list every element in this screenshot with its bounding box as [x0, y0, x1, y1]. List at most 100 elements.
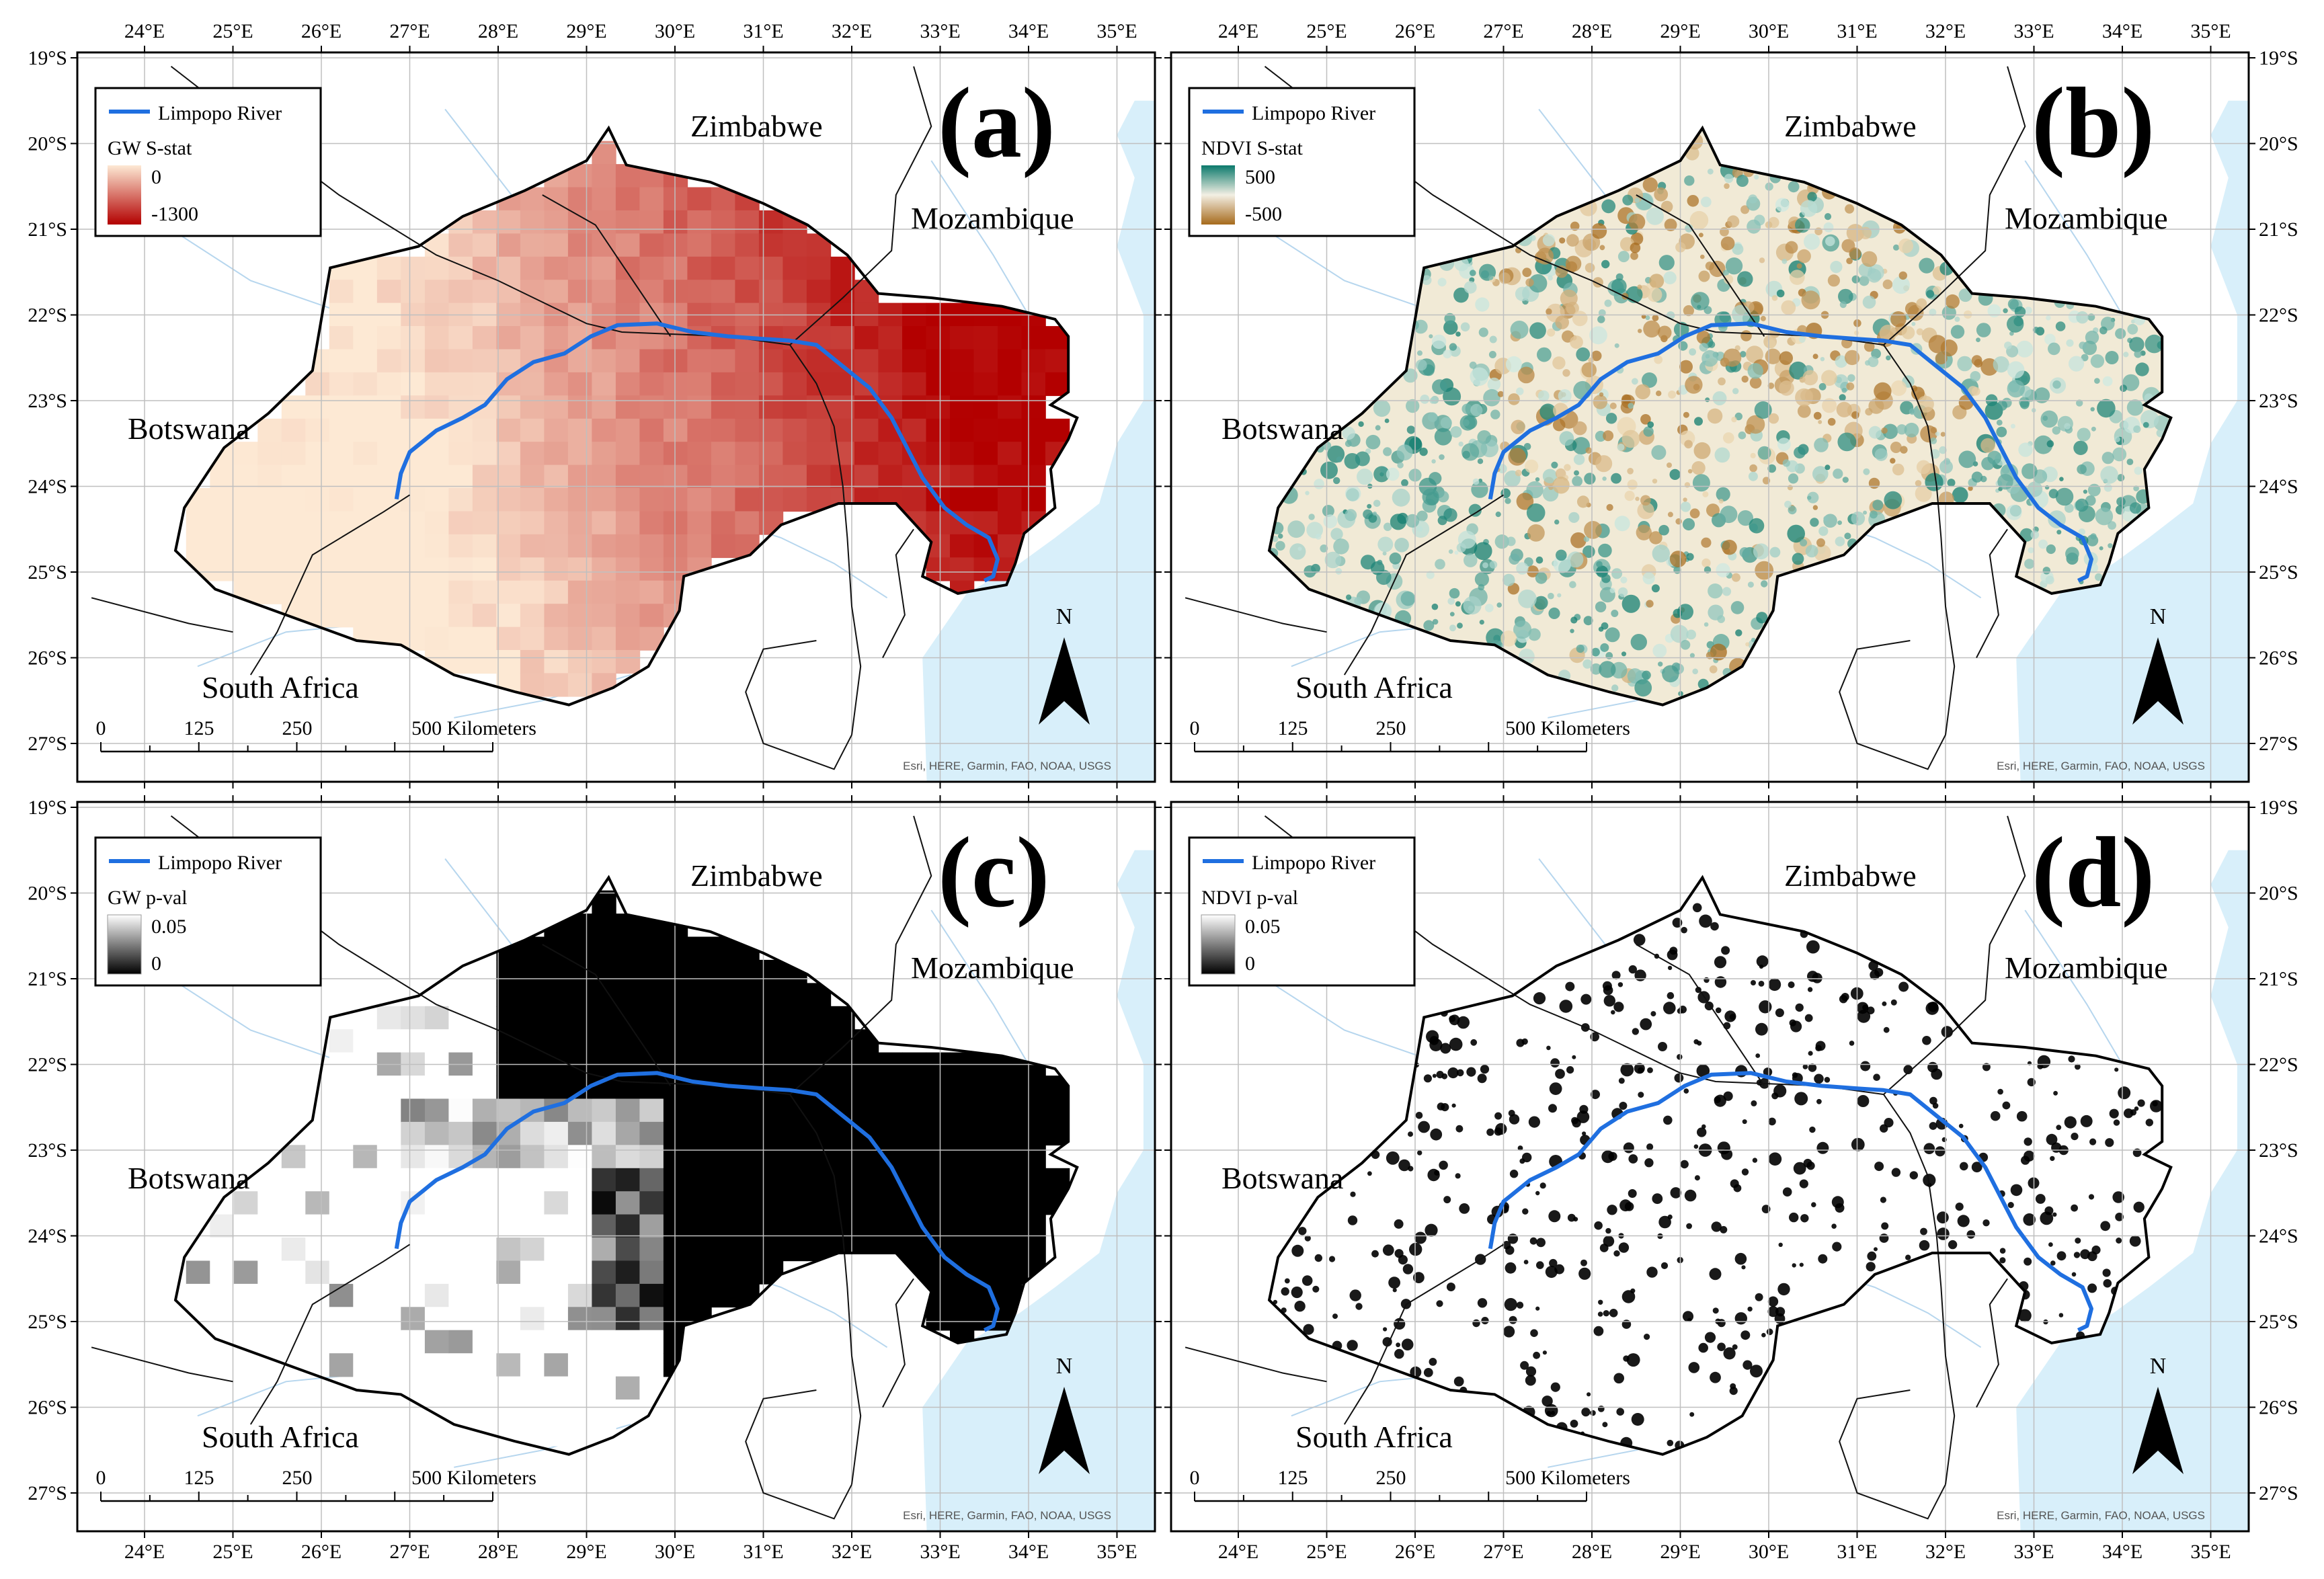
raster-speckle [1920, 1227, 1927, 1236]
raster-speckle [1818, 526, 1829, 536]
raster-speckle [1632, 378, 1638, 385]
raster-speckle [1723, 432, 1734, 444]
raster-speckle [1449, 624, 1456, 632]
raster-cell [711, 983, 736, 1007]
raster-cell [758, 210, 784, 235]
raster-speckle [1717, 615, 1725, 623]
raster-cell [639, 959, 664, 984]
raster-speckle [2056, 530, 2062, 535]
raster-speckle [1868, 398, 1884, 414]
raster-cell [210, 534, 235, 559]
raster-speckle [1516, 562, 1529, 575]
raster-speckle [1569, 581, 1576, 588]
raster-cell [520, 511, 545, 535]
raster-speckle [1688, 1362, 1700, 1373]
raster-cell [257, 442, 282, 466]
raster-cell [878, 1121, 903, 1146]
raster-speckle [1672, 918, 1683, 928]
raster-speckle [2064, 1116, 2077, 1129]
raster-cell [567, 626, 593, 651]
raster-speckle [1489, 561, 1498, 569]
raster-speckle [2090, 407, 2095, 411]
label-botswana: Botswana [128, 1161, 249, 1195]
raster-cell [401, 1330, 426, 1354]
scale-bar: 0 125 250 500 Kilometers [1190, 1467, 1630, 1502]
raster-cell [567, 187, 593, 211]
north-arrow: N [1039, 604, 1090, 725]
raster-speckle [1739, 547, 1751, 558]
raster-cell [448, 1376, 473, 1400]
raster-speckle [1503, 1326, 1515, 1338]
attribution-text: Esri, HERE, Garmin, FAO, NOAA, USGS [903, 760, 1111, 772]
raster-speckle [2089, 1138, 2097, 1145]
raster-cell [544, 280, 569, 304]
raster-speckle [1692, 474, 1710, 492]
raster-speckle [1756, 612, 1768, 624]
raster-cell [592, 372, 616, 397]
raster-speckle [1461, 403, 1472, 415]
lat-label-left: 25°S [28, 1311, 67, 1333]
raster-cell [448, 488, 473, 512]
raster-cell [758, 1145, 784, 1169]
raster-speckle [1751, 637, 1756, 643]
raster-cell [639, 395, 664, 419]
raster-speckle [1447, 598, 1455, 605]
raster-cell [878, 326, 903, 350]
raster-cell [926, 395, 951, 419]
lat-label-right: 19°S [2259, 797, 2298, 819]
raster-cell [592, 1283, 616, 1308]
raster-cell [567, 557, 593, 581]
raster-speckle [1700, 196, 1712, 208]
raster-speckle [1535, 1306, 1540, 1311]
raster-speckle [1389, 552, 1402, 565]
raster-cell [496, 1168, 521, 1192]
raster-speckle [1724, 183, 1730, 190]
raster-speckle [1523, 443, 1531, 450]
raster-speckle [1797, 249, 1811, 264]
raster-cell [592, 1029, 616, 1053]
raster-speckle [1654, 355, 1663, 364]
lat-label-right: 22°S [2259, 1054, 2298, 1076]
raster-cell [639, 280, 664, 304]
raster-speckle [1611, 473, 1621, 484]
raster-cell [329, 1214, 354, 1238]
raster-speckle [1416, 526, 1423, 532]
country-border [1883, 66, 2026, 346]
raster-speckle [1633, 934, 1646, 946]
raster-cell [758, 280, 784, 304]
lon-label-bottom: 24°E [124, 1541, 165, 1563]
raster-cell [376, 1029, 402, 1053]
panel-letter: (d) [2032, 817, 2155, 928]
raster-speckle [1657, 325, 1672, 340]
lat-label-right: 26°S [2259, 647, 2298, 670]
raster-speckle [1689, 1412, 1695, 1417]
lat-label-right: 21°S [2259, 218, 2298, 241]
raster-speckle [1652, 315, 1659, 321]
raster-speckle [1441, 1073, 1448, 1080]
raster-speckle [1945, 294, 1960, 309]
label-botswana: Botswana [1221, 411, 1343, 446]
lon-label-bottom: 35°E [1096, 1541, 1137, 1563]
country-border [745, 1389, 852, 1520]
raster-cell [902, 488, 927, 512]
raster-cell [998, 1238, 1023, 1262]
raster-cell [902, 1168, 927, 1192]
raster-speckle [1360, 555, 1375, 570]
raster-speckle [1470, 270, 1476, 276]
raster-cell [496, 488, 521, 512]
raster-speckle [1711, 1221, 1722, 1232]
raster-speckle [1970, 371, 1981, 382]
panel-frame [1170, 51, 2250, 783]
raster-speckle [2134, 350, 2142, 358]
lon-label-bottom: 34°E [1008, 1541, 1049, 1563]
north-label: N [1056, 604, 1073, 629]
lon-label-top: 32°E [832, 20, 872, 42]
country-border [1839, 640, 1946, 770]
raster-speckle [1474, 542, 1492, 561]
raster-cell [472, 349, 497, 373]
raster-cell [687, 1214, 712, 1238]
raster-cell [520, 1214, 545, 1238]
raster-cell [735, 511, 760, 535]
raster-cell [592, 534, 616, 559]
raster-speckle [1598, 309, 1606, 317]
